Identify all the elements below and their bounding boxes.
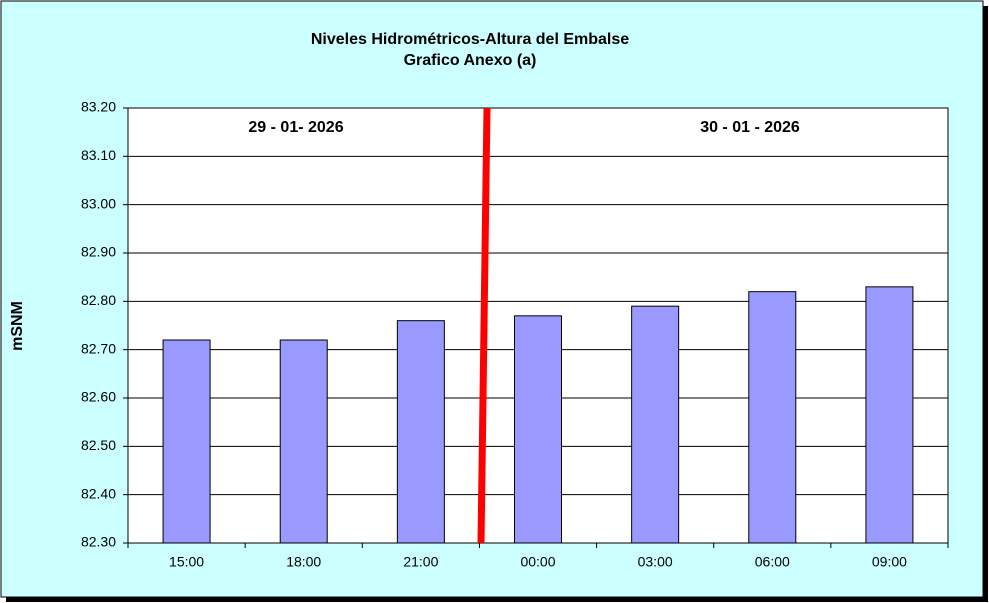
x-tick-label: 03:00 (638, 554, 673, 570)
x-tick-label: 18:00 (286, 554, 321, 570)
y-tick-label: 82.90 (81, 244, 116, 260)
y-tick-label: 82.60 (81, 389, 116, 405)
bar (162, 339, 211, 544)
x-tick-label: 06:00 (755, 554, 790, 570)
x-tick-label: 00:00 (520, 554, 555, 570)
bar (514, 315, 562, 544)
bar (865, 286, 914, 544)
x-tick-label: 09:00 (872, 554, 907, 570)
bar (748, 291, 797, 544)
y-tick-label: 83.10 (81, 147, 116, 163)
annotation: 29 - 01- 2026 (248, 119, 343, 136)
annotation: 30 - 01 - 2026 (700, 119, 800, 136)
bar (279, 339, 328, 544)
chart-title: Niveles Hidrométricos-Altura del Embalse (311, 31, 629, 48)
y-tick-label: 82.30 (81, 534, 116, 550)
x-tick-label: 21:00 (403, 554, 438, 570)
x-tick-label: 15:00 (169, 554, 204, 570)
y-tick-label: 82.40 (81, 485, 116, 501)
y-tick-label: 83.20 (81, 99, 116, 115)
y-tick-label: 83.00 (81, 195, 116, 211)
y-tick-label: 82.70 (81, 340, 116, 356)
bar (396, 320, 445, 544)
bar (631, 305, 680, 544)
y-axis-label: mSNM (9, 301, 26, 351)
y-tick-label: 82.80 (81, 292, 116, 308)
y-tick-label: 82.50 (81, 437, 116, 453)
chart-subtitle: Grafico Anexo (a) (404, 52, 537, 69)
date-separator (477, 107, 491, 544)
